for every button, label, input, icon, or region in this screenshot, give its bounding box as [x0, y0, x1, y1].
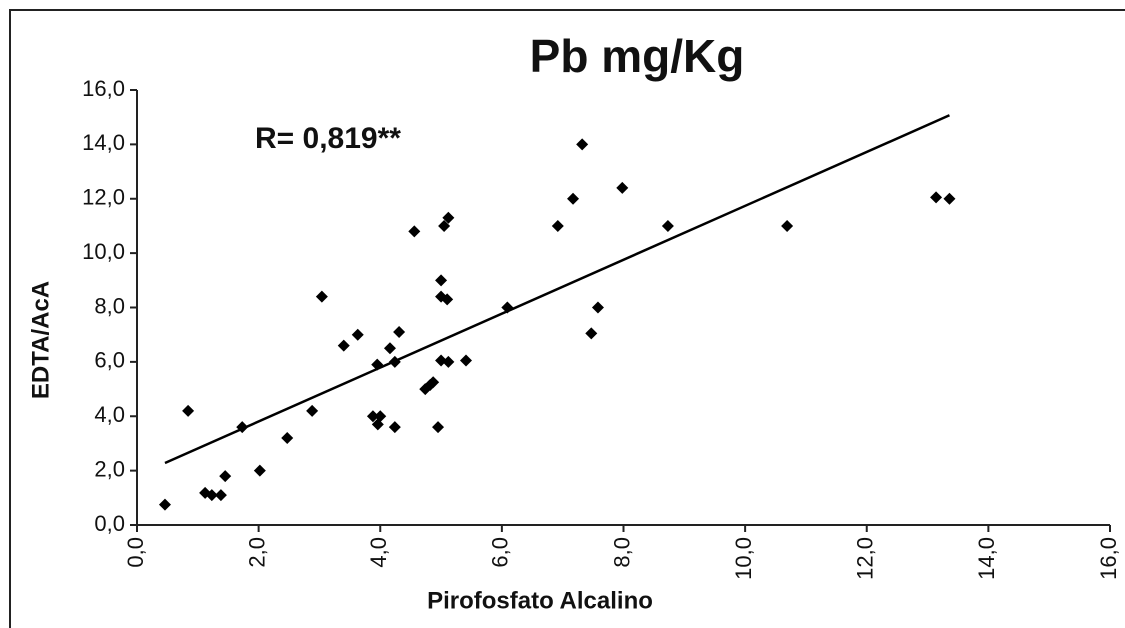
point [616, 181, 629, 194]
y-tick-label: 14,0 [82, 130, 125, 155]
x-tick-label: 4,0 [366, 537, 391, 568]
y-tick-label: 12,0 [82, 185, 125, 210]
point [383, 342, 396, 355]
point [253, 464, 266, 477]
point [661, 219, 674, 232]
y-tick-label: 8,0 [94, 293, 125, 318]
x-tick-label: 8,0 [609, 537, 634, 568]
point [551, 219, 564, 232]
point [214, 489, 227, 502]
point [315, 290, 328, 303]
point [351, 328, 364, 341]
point [943, 192, 956, 205]
point [366, 410, 379, 423]
annotation: R= 0,819** [255, 122, 401, 155]
point [427, 376, 440, 389]
point [236, 421, 249, 434]
point [393, 325, 406, 338]
y-tick-label: 16,0 [82, 76, 125, 101]
x-tick-label: 0,0 [123, 537, 148, 568]
point [219, 470, 232, 483]
x-tick-label: 14,0 [974, 537, 999, 580]
x-tick-label: 6,0 [488, 537, 513, 568]
y-tick-label: 0,0 [94, 511, 125, 536]
x-tick-label: 16,0 [1096, 537, 1121, 580]
trend-line [164, 114, 950, 465]
chart-title: Pb mg/Kg [530, 30, 745, 82]
point [930, 191, 943, 204]
point [205, 489, 218, 502]
point [591, 301, 604, 314]
x-tick-label: 10,0 [731, 537, 756, 580]
y-tick-label: 6,0 [94, 348, 125, 373]
point [281, 432, 294, 444]
point [576, 138, 589, 151]
point [585, 327, 598, 340]
point [374, 410, 387, 423]
y-tick-label: 2,0 [94, 456, 125, 481]
x-tick-label: 12,0 [853, 537, 878, 580]
point [337, 339, 350, 352]
y-axis-label: EDTA/AcA [27, 281, 54, 399]
point [306, 404, 319, 417]
y-tick-label: 4,0 [94, 402, 125, 427]
point [408, 225, 421, 238]
point [567, 192, 580, 205]
point [441, 293, 454, 306]
frame [9, 9, 1125, 628]
point [158, 498, 171, 511]
y-tick-label: 10,0 [82, 239, 125, 264]
point [371, 358, 384, 371]
point [459, 354, 472, 367]
point [501, 301, 514, 314]
x-tick-label: 2,0 [244, 537, 269, 568]
point [442, 355, 455, 368]
point [388, 421, 401, 434]
point [781, 219, 794, 232]
point [438, 219, 451, 232]
point [182, 404, 195, 417]
point [388, 355, 401, 368]
point [432, 421, 445, 434]
point [442, 211, 455, 224]
x-axis-label: Pirofosfato Alcalino [427, 587, 653, 614]
point [435, 274, 448, 287]
